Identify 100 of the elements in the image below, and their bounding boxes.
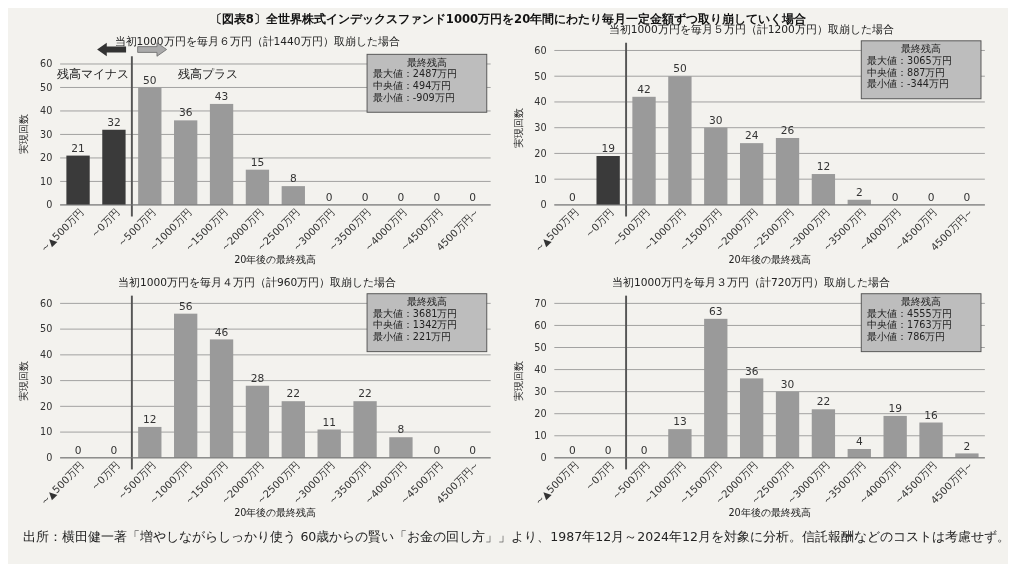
y-tick-label: 40 <box>534 363 547 375</box>
annotation: 最大値：3065万円 <box>867 54 952 66</box>
data-label: 0 <box>640 443 648 457</box>
annotation: 最小値：-909万円 <box>372 91 455 103</box>
bar <box>174 313 198 458</box>
annotation: 残高マイナス <box>56 67 129 82</box>
annotation: 中央値：887万円 <box>867 66 946 78</box>
data-label: 22 <box>286 387 301 401</box>
data-label: 0 <box>568 443 576 457</box>
bar <box>775 391 800 458</box>
y-tick-label: 20 <box>40 400 53 412</box>
data-label: 12 <box>143 413 157 427</box>
annotation: 中央値：494万円 <box>372 80 452 92</box>
data-label: 0 <box>74 443 82 457</box>
data-label: 46 <box>214 325 229 339</box>
bar <box>883 415 907 458</box>
annotation: 最終残高 <box>406 56 447 68</box>
data-label: 50 <box>143 73 157 87</box>
data-label: 0 <box>325 191 333 205</box>
data-label: 63 <box>709 304 723 318</box>
data-label: 0 <box>469 443 477 457</box>
data-label: 36 <box>178 106 193 120</box>
data-label: 56 <box>178 299 193 313</box>
x-axis-title: 20年後の最終残高 <box>234 506 317 518</box>
data-label: 26 <box>780 124 795 138</box>
data-label: 0 <box>433 191 441 205</box>
y-tick-label: 40 <box>534 96 547 108</box>
data-label: 21 <box>71 141 85 155</box>
annotation: 最小値：-344万円 <box>867 78 949 90</box>
annotation: 最終残高 <box>901 43 942 55</box>
annotation: 中央値：1342万円 <box>372 319 458 331</box>
y-tick-label: 60 <box>40 297 53 309</box>
y-tick-label: 60 <box>40 58 53 70</box>
annotation: 最終残高 <box>406 296 447 308</box>
bar <box>138 426 162 458</box>
y-tick-label: 70 <box>534 297 547 309</box>
y-tick-label: 10 <box>534 173 547 185</box>
data-label: 0 <box>891 191 899 205</box>
data-label: 12 <box>816 160 831 174</box>
data-label: 0 <box>963 191 971 205</box>
bar <box>596 156 620 205</box>
bar <box>66 155 90 205</box>
y-tick-label: 0 <box>46 199 53 211</box>
bar <box>353 401 377 458</box>
data-label: 11 <box>322 415 336 429</box>
data-label: 22 <box>358 387 372 401</box>
data-label: 0 <box>397 191 405 205</box>
bar <box>919 422 943 458</box>
data-label: 19 <box>888 402 902 416</box>
data-label: 2 <box>963 439 971 453</box>
bar <box>138 87 162 205</box>
chart-subtitle: 当初1000万円を毎月６万円（計1440万円）取崩した場合 <box>114 34 400 48</box>
data-label: 0 <box>568 191 576 205</box>
data-label: 30 <box>709 113 723 127</box>
data-label: 30 <box>780 377 795 391</box>
y-tick-label: 30 <box>40 128 53 140</box>
y-tick-label: 20 <box>40 152 53 164</box>
bar <box>739 378 764 458</box>
annotation: 最小値：221万円 <box>372 331 452 343</box>
annotation: 最終残高 <box>901 296 942 308</box>
data-label: 16 <box>924 408 939 422</box>
bar <box>632 96 656 205</box>
data-label: 50 <box>673 62 687 76</box>
x-tick-label: ~0万円 <box>583 459 616 493</box>
y-tick-label: 50 <box>534 341 547 353</box>
y-tick-label: 30 <box>534 122 547 134</box>
y-tick-label: 60 <box>534 44 547 56</box>
chart-title: 当初1000万円を毎月４万円（計960万円）取崩した場合 <box>117 276 397 289</box>
data-label: 2 <box>855 185 863 199</box>
data-label: 0 <box>361 191 369 205</box>
y-axis-title: 実現回数 <box>18 360 30 401</box>
y-tick-label: 40 <box>40 349 53 361</box>
data-label: 0 <box>110 443 118 457</box>
data-label: 19 <box>601 142 615 156</box>
data-label: 24 <box>744 129 759 143</box>
bar <box>811 174 836 205</box>
y-axis-title: 実現回数 <box>512 360 524 401</box>
data-label: 4 <box>855 435 863 449</box>
data-label: 42 <box>637 82 651 96</box>
data-label: 28 <box>250 371 265 385</box>
y-tick-label: 20 <box>534 147 547 159</box>
y-tick-label: 30 <box>534 386 547 398</box>
data-label: 32 <box>107 115 121 129</box>
y-tick-label: 0 <box>540 199 547 211</box>
y-tick-label: 60 <box>534 319 547 331</box>
data-label: 43 <box>214 90 229 104</box>
x-axis-title: 20年後の最終残高 <box>728 253 811 265</box>
data-label: 36 <box>744 364 759 378</box>
y-tick-label: 40 <box>40 105 53 117</box>
text: 出所：横田健一著「増やしながらしっかり使う 60歳からの賢い「お金の回し方」」より、1987年12月～2024年12月を対象に分析。信託報酬などのコストは考慮せず。 <box>23 528 1011 544</box>
y-tick-label: 10 <box>40 426 53 438</box>
data-label: 13 <box>673 415 687 429</box>
data-label: 22 <box>816 395 831 409</box>
bar <box>811 409 836 458</box>
y-tick-label: 10 <box>534 430 547 442</box>
bar <box>209 339 234 458</box>
annotation: 残高プラス <box>177 67 238 82</box>
bar <box>174 120 198 205</box>
data-label: 0 <box>927 191 935 205</box>
bar <box>704 127 728 205</box>
